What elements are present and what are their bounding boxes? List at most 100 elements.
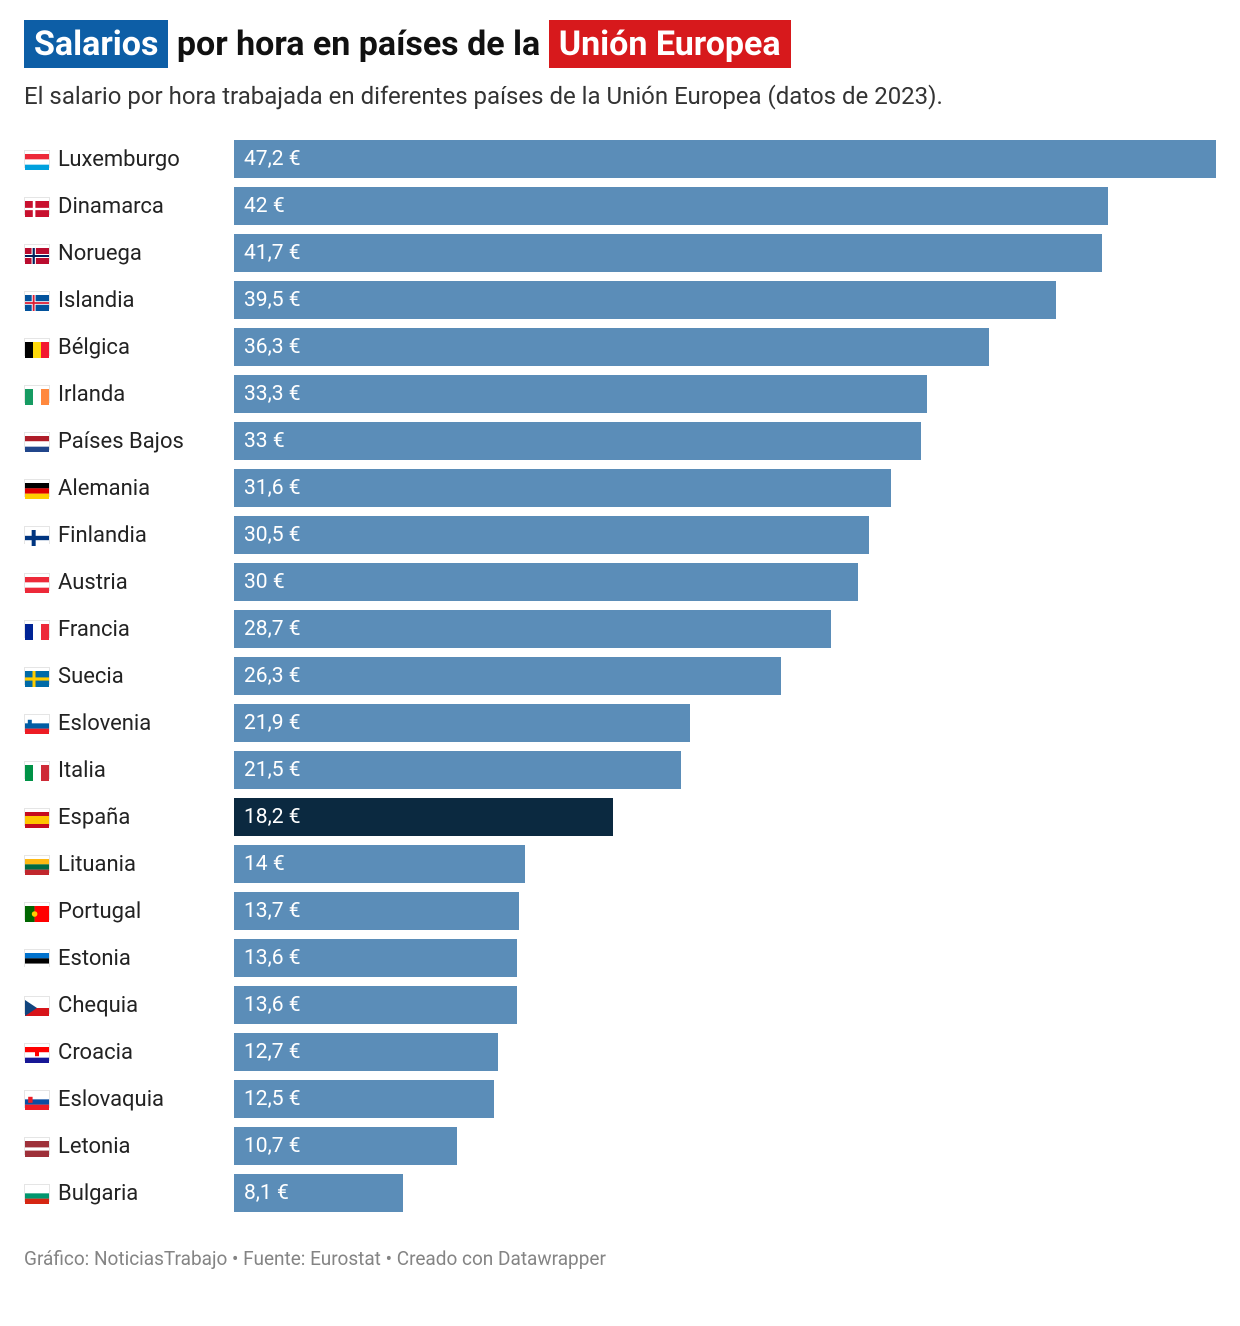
- chart-row: Portugal13,7 €: [24, 888, 1216, 935]
- row-label: España: [24, 805, 234, 830]
- chart-row: Luxemburgo 47,2 €: [24, 136, 1216, 183]
- bar: 30,5 €: [234, 516, 869, 554]
- bar-track: 30,5 €: [234, 512, 1216, 559]
- bar-value: 39,5 €: [244, 288, 301, 312]
- bar: 26,3 €: [234, 657, 781, 695]
- country-name: Chequia: [58, 993, 138, 1018]
- country-name: Luxemburgo: [58, 147, 180, 172]
- bar-value: 30,5 €: [244, 523, 301, 547]
- bar-chart: Luxemburgo47,2 €Dinamarca42 €Noruega41,7…: [24, 136, 1216, 1217]
- bar-track: 18,2 €: [234, 794, 1216, 841]
- dk-flag-icon: [24, 197, 50, 215]
- bar: 36,3 €: [234, 328, 989, 366]
- country-name: Noruega: [58, 241, 142, 266]
- bar-value: 18,2 €: [244, 805, 301, 829]
- country-name: Suecia: [58, 664, 124, 689]
- country-name: Países Bajos: [58, 429, 184, 454]
- row-label: Países Bajos: [24, 429, 234, 454]
- country-name: Eslovenia: [58, 711, 151, 736]
- bar-track: 36,3 €: [234, 324, 1216, 371]
- bar-track: 8,1 €: [234, 1170, 1216, 1217]
- country-name: Islandia: [58, 288, 135, 313]
- bar: 33 €: [234, 422, 921, 460]
- row-label: Alemania: [24, 476, 234, 501]
- bar-track: 39,5 €: [234, 277, 1216, 324]
- chart-row: Croacia12,7 €: [24, 1029, 1216, 1076]
- chart-title: Salarios por hora en países de la Unión …: [24, 20, 1216, 68]
- is-flag-icon: [24, 291, 50, 309]
- country-name: Alemania: [58, 476, 150, 501]
- row-label: Finlandia: [24, 523, 234, 548]
- bar-track: 21,9 €: [234, 700, 1216, 747]
- row-label: Suecia: [24, 664, 234, 689]
- chart-row: Eslovaquia 12,5 €: [24, 1076, 1216, 1123]
- row-label: Lituania: [24, 852, 234, 877]
- bar: 42 €: [234, 187, 1108, 225]
- country-name: Lituania: [58, 852, 136, 877]
- bar-track: 31,6 €: [234, 465, 1216, 512]
- title-highlight-1: Salarios: [24, 20, 168, 68]
- row-label: Italia: [24, 758, 234, 783]
- bar-value: 8,1 €: [244, 1181, 289, 1205]
- country-name: España: [58, 805, 130, 830]
- row-label: Croacia: [24, 1040, 234, 1065]
- bar-value: 14 €: [244, 852, 285, 876]
- bar-track: 33,3 €: [234, 371, 1216, 418]
- row-label: Austria: [24, 570, 234, 595]
- row-label: Bélgica: [24, 335, 234, 360]
- chart-row: Suecia 26,3 €: [24, 653, 1216, 700]
- bar-value: 26,3 €: [244, 664, 301, 688]
- row-label: Francia: [24, 617, 234, 642]
- bar-value: 33 €: [244, 429, 285, 453]
- bar-value: 13,7 €: [244, 899, 301, 923]
- bar-value: 36,3 €: [244, 335, 301, 359]
- row-label: Luxemburgo: [24, 147, 234, 172]
- bar: 8,1 €: [234, 1174, 403, 1212]
- bar: 39,5 €: [234, 281, 1056, 319]
- country-name: Estonia: [58, 946, 131, 971]
- chart-subtitle: El salario por hora trabajada en diferen…: [24, 80, 1216, 114]
- country-name: Austria: [58, 570, 128, 595]
- no-flag-icon: [24, 244, 50, 262]
- de-flag-icon: [24, 479, 50, 497]
- bar: 12,7 €: [234, 1033, 498, 1071]
- bar-track: 41,7 €: [234, 230, 1216, 277]
- es-flag-icon: [24, 808, 50, 826]
- bar: 18,2 €: [234, 798, 613, 836]
- bar-track: 28,7 €: [234, 606, 1216, 653]
- title-text-mid: por hora en países de la: [168, 24, 548, 64]
- it-flag-icon: [24, 761, 50, 779]
- bar-track: 42 €: [234, 183, 1216, 230]
- bar-value: 10,7 €: [244, 1134, 301, 1158]
- row-label: Letonia: [24, 1134, 234, 1159]
- bar: 41,7 €: [234, 234, 1102, 272]
- row-label: Eslovaquia: [24, 1087, 234, 1112]
- bar-track: 47,2 €: [234, 136, 1216, 183]
- lu-flag-icon: [24, 150, 50, 168]
- chart-row: Chequia 13,6 €: [24, 982, 1216, 1029]
- bar-value: 12,5 €: [244, 1087, 301, 1111]
- chart-row: Francia28,7 €: [24, 606, 1216, 653]
- chart-row: Austria 30 €: [24, 559, 1216, 606]
- si-flag-icon: [24, 714, 50, 732]
- nl-flag-icon: [24, 432, 50, 450]
- bar-track: 21,5 €: [234, 747, 1216, 794]
- bar-value: 30 €: [244, 570, 285, 594]
- fr-flag-icon: [24, 620, 50, 638]
- bar-track: 12,5 €: [234, 1076, 1216, 1123]
- at-flag-icon: [24, 573, 50, 591]
- chart-row: Noruega 41,7 €: [24, 230, 1216, 277]
- bar: 14 €: [234, 845, 525, 883]
- country-name: Irlanda: [58, 382, 125, 407]
- sk-flag-icon: [24, 1090, 50, 1108]
- chart-row: Italia 21,5 €: [24, 747, 1216, 794]
- be-flag-icon: [24, 338, 50, 356]
- bar-value: 13,6 €: [244, 946, 301, 970]
- row-label: Irlanda: [24, 382, 234, 407]
- country-name: Italia: [58, 758, 106, 783]
- se-flag-icon: [24, 667, 50, 685]
- bar-value: 31,6 €: [244, 476, 301, 500]
- country-name: Letonia: [58, 1134, 131, 1159]
- pt-flag-icon: [24, 902, 50, 920]
- bar: 13,6 €: [234, 986, 517, 1024]
